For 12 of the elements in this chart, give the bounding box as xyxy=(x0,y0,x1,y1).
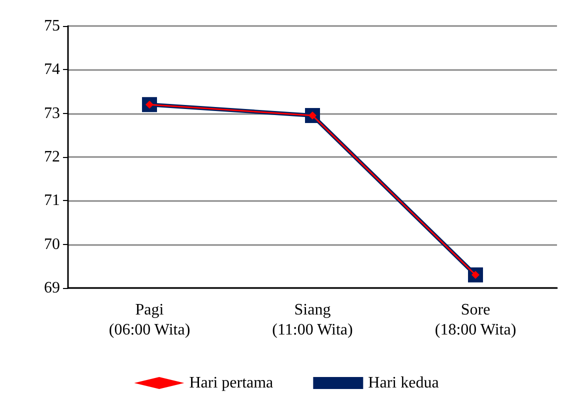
x-tick-label: Sore (18:00 Wita) xyxy=(434,302,516,338)
x-tick-label: Pagi (06:00 Wita) xyxy=(108,302,190,338)
y-tick-label: 74 xyxy=(44,61,60,78)
y-tick-label: 72 xyxy=(44,148,60,166)
legend-label: Hari kedua xyxy=(368,374,439,392)
y-tick-label: 69 xyxy=(44,280,60,296)
legend-label: Hari pertama xyxy=(189,374,274,392)
x-tick-label: Siang (11:00 Wita) xyxy=(272,302,353,338)
y-tick-label: 75 xyxy=(44,18,60,34)
y-tick-label: 70 xyxy=(44,236,60,253)
y-tick-label: 73 xyxy=(44,104,60,122)
y-tick-label: 71 xyxy=(44,192,60,210)
